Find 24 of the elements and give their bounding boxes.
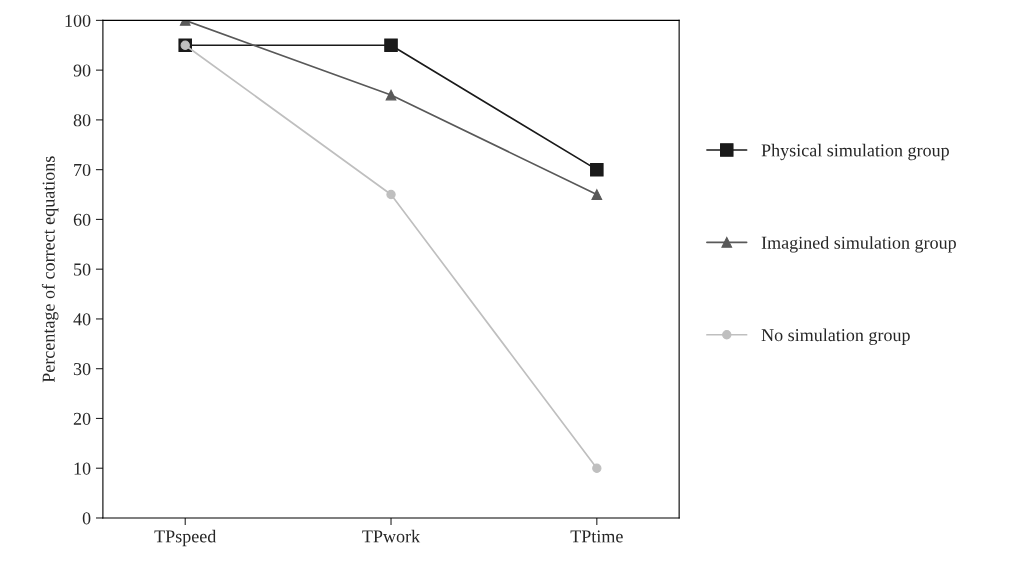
point bbox=[384, 38, 398, 53]
y-tick-label: 20 bbox=[73, 412, 91, 425]
point bbox=[590, 162, 604, 177]
y-tick-label: 40 bbox=[73, 313, 91, 326]
legend-label: Physical simulation group bbox=[761, 143, 949, 161]
point bbox=[386, 189, 396, 200]
y-tick-label: 70 bbox=[74, 163, 91, 177]
y-tick-label: 100 bbox=[65, 14, 91, 27]
legend-label: Imagined simulation group bbox=[761, 236, 956, 253]
point bbox=[385, 89, 397, 101]
y-tick-label: 30 bbox=[73, 362, 91, 376]
x-tick-label: TPtime bbox=[570, 530, 623, 543]
point bbox=[592, 463, 602, 473]
legend-label: No simulation group bbox=[761, 328, 910, 345]
y-tick-label: 10 bbox=[74, 462, 91, 475]
y-tick-label: 80 bbox=[73, 114, 91, 127]
y-tick-label: 0 bbox=[82, 512, 91, 525]
y-tick-label: 90 bbox=[73, 64, 91, 77]
x-tick-label: TPspeed bbox=[154, 529, 217, 547]
point bbox=[591, 189, 603, 200]
y-axis-title: Percentage of correct equations bbox=[41, 156, 59, 383]
x-tick-label: TPwork bbox=[362, 529, 421, 543]
y-tick-label: 50 bbox=[74, 263, 91, 276]
y-tick-label: 60 bbox=[73, 213, 91, 226]
